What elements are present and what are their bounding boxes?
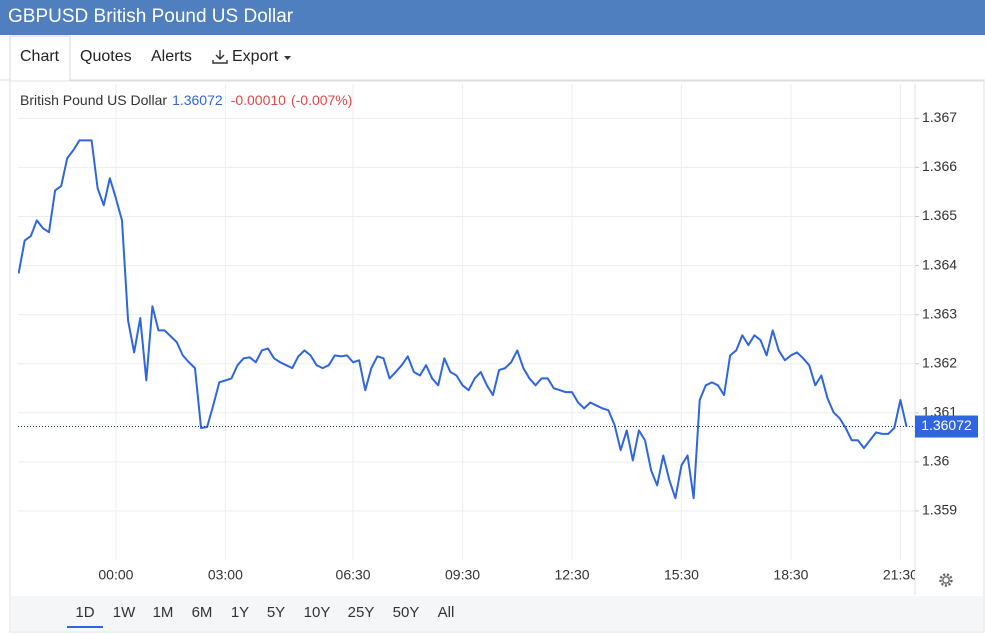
legend-change-percent: (-0.007%) (291, 92, 352, 108)
grid (18, 84, 915, 560)
active-tab (9, 35, 71, 82)
y-tick-label: 1.364 (922, 256, 957, 272)
last-price-label: 1.36072 (921, 417, 972, 433)
gear-teeth (939, 573, 953, 587)
tab[interactable]: Quotes (80, 48, 132, 65)
header-title: GBPUSD British Pound US Dollar (8, 6, 294, 27)
y-tick-label: 1.362 (922, 354, 957, 370)
range-button[interactable]: 1Y (231, 604, 249, 621)
plot: 00:00 03:00 06:30 09:30 12:30 15:30 18:30 21:30 (18, 139, 918, 583)
tab[interactable]: Chart (20, 48, 60, 65)
x-tick-label: 21:30 (883, 567, 918, 583)
tab[interactable]: Alerts (151, 48, 192, 65)
range-button[interactable]: 10Y (304, 604, 331, 621)
y-tick-label: 1.36 (922, 453, 949, 469)
y-tick-label: 1.359 (922, 502, 957, 518)
legend-name: British Pound US Dollar (20, 92, 167, 108)
x-tick-label: 18:30 (773, 567, 808, 583)
header-bar (0, 0, 985, 35)
legend-price: 1.36072 (172, 92, 223, 108)
range-button[interactable]: 1M (153, 604, 174, 621)
y-tick-label: 1.365 (922, 207, 957, 223)
range-button[interactable]: 1W (113, 604, 136, 621)
range-bar (11, 596, 983, 631)
gear-body (942, 576, 950, 584)
x-tick-label: 09:30 (445, 567, 480, 583)
y-tick-label: 1.363 (922, 305, 957, 321)
range-button[interactable]: 25Y (348, 604, 375, 621)
range-button[interactable]: 6M (192, 604, 213, 621)
legend-change: -0.00010 (231, 92, 286, 108)
y-tick-label: 1.366 (922, 158, 957, 174)
legend: British Pound US Dollar 1.36072 -0.00010 (-… (20, 92, 352, 108)
range-button[interactable]: 1D (75, 604, 94, 621)
x-tick-label: 03:00 (208, 567, 243, 583)
range-button[interactable]: 50Y (393, 604, 420, 621)
settings-icon[interactable] (939, 573, 953, 587)
range-button[interactable]: 5Y (267, 604, 285, 621)
x-tick-label: 12:30 (554, 567, 589, 583)
chart-panel (9, 80, 985, 633)
x-tick-label: 06:30 (336, 567, 371, 583)
y-tick-label: 1.367 (922, 109, 957, 125)
axes: 1.359 1.36 1.361 1.362 1.363 1.364 1.365 1.366 1… (915, 109, 978, 518)
export-icon (212, 50, 228, 64)
last-price-box (915, 415, 978, 438)
x-tick-label: 15:30 (664, 567, 699, 583)
range-selector: 1D 1W 1M 6M 1Y 5Y 10Y 25Y 50Y All (67, 604, 454, 628)
range-underline (67, 626, 103, 628)
range-button[interactable]: All (438, 604, 455, 621)
dropdown-caret (284, 56, 291, 60)
tab[interactable]: Export (232, 48, 279, 65)
y-tick-label: 1.361 (922, 403, 957, 419)
x-tick-label: 00:00 (98, 567, 133, 583)
price-line (18, 139, 908, 500)
